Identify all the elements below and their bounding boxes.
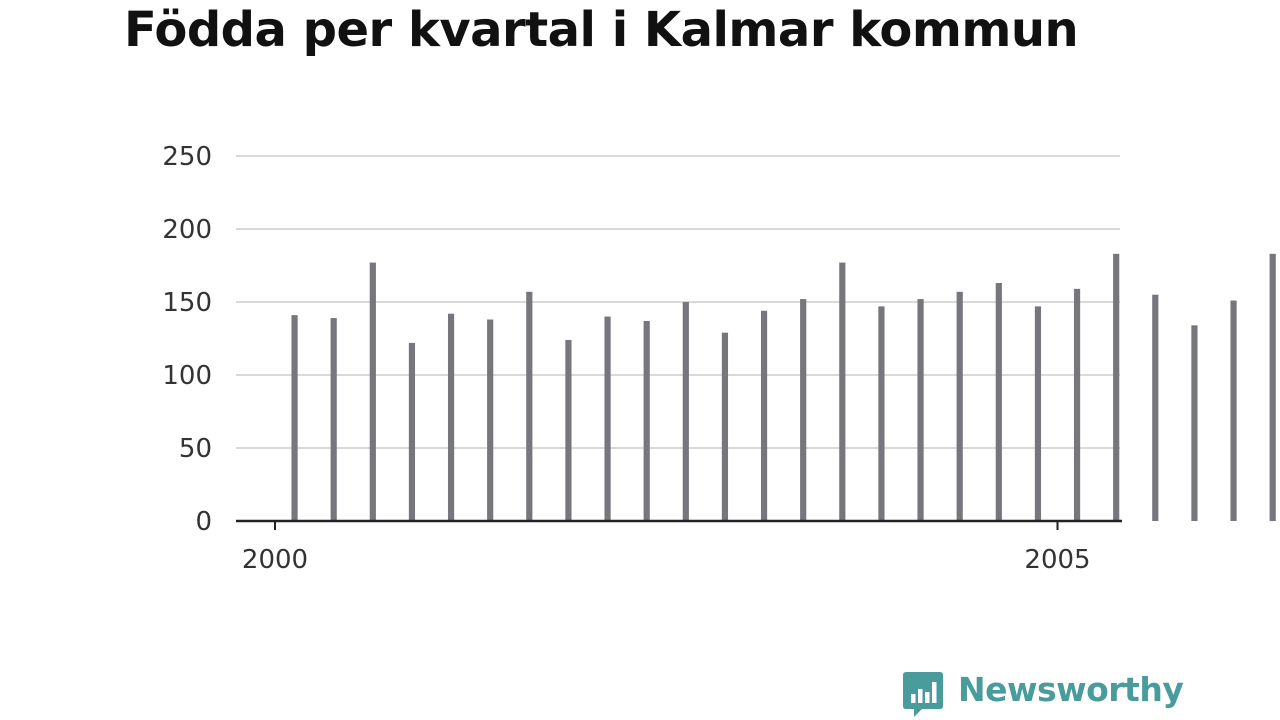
bar	[330, 318, 337, 521]
bar	[760, 310, 768, 521]
bar	[408, 342, 416, 521]
brand-logo: Newsworthy	[902, 670, 1184, 720]
x-tick-label: 2005	[1024, 545, 1090, 575]
labels: 0501001502002501822000200520102015202020…	[162, 142, 1090, 575]
bar	[721, 332, 729, 521]
bar	[839, 262, 846, 521]
bar	[604, 316, 611, 521]
y-tick-label: 100	[162, 361, 212, 391]
bar	[878, 306, 885, 521]
bar	[369, 262, 376, 521]
axes	[236, 519, 1122, 530]
y-tick-label: 200	[162, 215, 212, 245]
y-tick-label: 150	[162, 288, 212, 318]
bar	[526, 291, 533, 521]
bar	[291, 315, 298, 521]
bar	[956, 291, 963, 521]
bar	[1113, 253, 1120, 521]
gridlines	[236, 155, 1120, 449]
bar	[1230, 300, 1237, 521]
bar-chart-speech-bubble-icon	[903, 672, 943, 717]
bar	[565, 339, 572, 521]
bar	[447, 313, 455, 521]
bar	[682, 302, 689, 521]
y-tick-label: 250	[162, 142, 212, 172]
bar-chart: 0501001502002501822000200520102015202020…	[162, 142, 1276, 575]
bar	[1073, 288, 1081, 521]
bar	[1269, 253, 1276, 521]
bar	[643, 320, 650, 521]
bar	[995, 283, 1002, 521]
bars	[291, 253, 1276, 521]
bar	[800, 299, 807, 521]
bar	[1191, 325, 1198, 521]
bar	[1152, 294, 1159, 521]
bar	[1034, 306, 1042, 521]
bar	[487, 319, 494, 521]
brand-name: Newsworthy	[958, 670, 1184, 709]
chart-title: Födda per kvartal i Kalmar kommun	[124, 2, 1079, 58]
y-tick-label: 50	[179, 434, 212, 464]
x-tick-label: 2000	[242, 545, 308, 575]
bar	[917, 299, 924, 521]
y-tick-label: 0	[195, 507, 212, 537]
